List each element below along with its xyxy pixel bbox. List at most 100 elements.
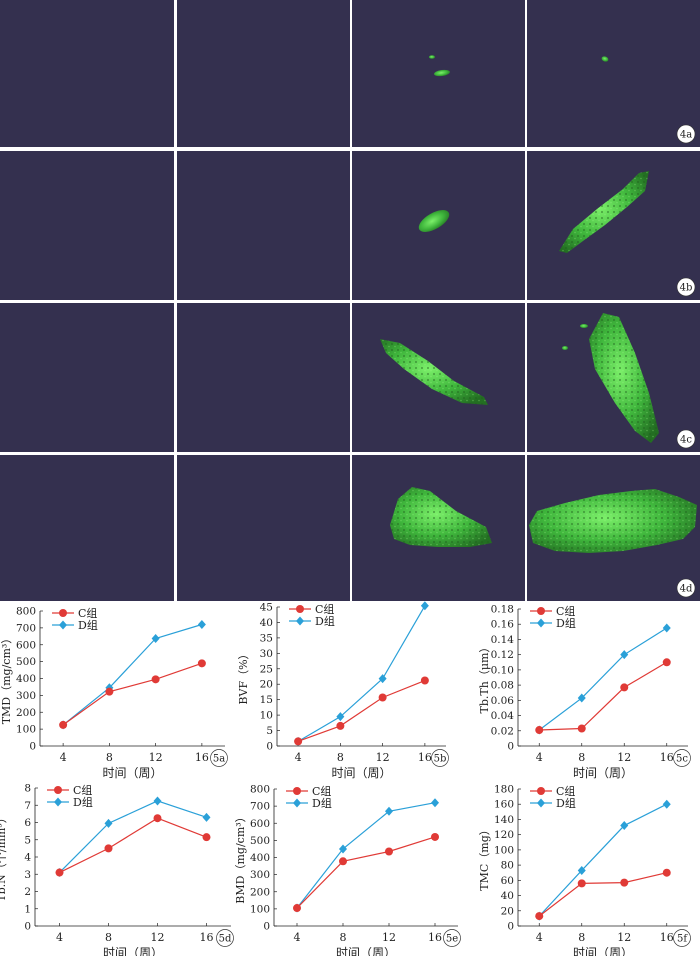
y-tick-label: 0.04 <box>491 710 515 722</box>
x-tick-label: 16 <box>660 751 674 764</box>
y-tick-label: 0 <box>266 741 273 753</box>
y-tick-label: 0 <box>29 741 36 753</box>
y-tick-label: 40 <box>501 890 514 902</box>
y-tick-label: 5 <box>24 834 31 846</box>
panel-badge-label: 4c <box>680 435 692 446</box>
y-tick-label: 180 <box>494 784 514 796</box>
y-tick-label: 300 <box>16 690 36 702</box>
y-tick-label: 25 <box>260 663 273 675</box>
chart-badge-label: 5b <box>434 754 447 765</box>
chart-5a: 0 100 200 300 400 500 600 700 800 4 8 12 16 时间（周） TMD（… <box>0 606 228 780</box>
ct-panel-4a-2 <box>177 0 350 147</box>
x-axis-label: 时间（周） <box>573 766 633 780</box>
x-tick-label: 4 <box>295 751 302 764</box>
legend-label: D组 <box>312 796 332 810</box>
y-tick-label: 8 <box>24 783 31 795</box>
x-tick-label: 4 <box>536 751 543 764</box>
legend-marker-d <box>537 618 545 628</box>
y-tick-label: 600 <box>250 818 270 830</box>
legend-marker-c <box>54 786 62 794</box>
ct-panel-4b-3 <box>352 151 525 300</box>
y-tick-label: 100 <box>250 903 270 915</box>
y-tick-label: 400 <box>16 673 36 685</box>
x-tick-label: 16 <box>195 751 209 764</box>
y-tick-label: 2 <box>24 886 31 898</box>
bone-sample-shape <box>562 346 568 350</box>
legend-label: D组 <box>315 614 335 628</box>
data-point-c <box>104 844 113 853</box>
data-point-c <box>535 726 544 735</box>
chart-badge <box>210 749 228 767</box>
ct-panel-4d-2 <box>177 455 350 601</box>
series-line-d <box>62 623 203 726</box>
legend-label: D组 <box>73 795 93 809</box>
y-tick-label: 0.10 <box>491 664 514 676</box>
y-tick-label: 35 <box>260 632 273 644</box>
chart-5e: 0 100 200 300 400 500 600 700 800 4 8 12 16 时间（周） BMD（… <box>234 784 461 956</box>
x-tick-label: 12 <box>376 751 390 764</box>
data-point-d <box>431 798 439 808</box>
y-tick-label: 200 <box>250 886 270 898</box>
y-tick-label: 500 <box>16 656 36 668</box>
y-axis-label: BMD（mg/cm³） <box>234 811 247 903</box>
bone-sample-shape <box>434 69 450 77</box>
chart-badge-label: 5c <box>676 754 688 765</box>
y-axis-label: BVF（%） <box>237 648 250 704</box>
x-tick-label: 16 <box>428 931 442 944</box>
series-line-d <box>538 627 668 731</box>
y-tick-label: 5 <box>266 725 273 737</box>
y-tick-label: 0.06 <box>491 695 515 707</box>
data-point-d <box>339 844 347 854</box>
x-tick-label: 12 <box>617 931 631 944</box>
data-point-c <box>293 904 301 913</box>
data-point-d <box>153 796 162 806</box>
data-point-c <box>378 693 387 702</box>
data-point-c <box>105 687 114 696</box>
y-tick-label: 700 <box>250 801 270 813</box>
y-tick-label: 600 <box>16 639 36 651</box>
y-tick-label: 0 <box>507 921 514 933</box>
series-line-c <box>538 872 667 917</box>
data-point-d <box>620 821 629 831</box>
y-tick-label: 200 <box>16 707 36 719</box>
chart-badge-label: 5e <box>446 934 458 945</box>
legend-marker-c <box>59 609 67 617</box>
data-point-c <box>535 912 544 921</box>
y-tick-label: 160 <box>494 799 514 811</box>
y-tick-label: 10 <box>260 710 273 722</box>
x-tick-label: 8 <box>578 751 585 764</box>
x-tick-label: 16 <box>660 931 674 944</box>
x-tick-label: 8 <box>105 931 112 944</box>
data-point-c <box>420 676 429 685</box>
x-tick-label: 12 <box>382 931 396 944</box>
y-tick-label: 0.18 <box>491 604 514 616</box>
y-tick-label: 1 <box>24 903 31 915</box>
x-axis-label: 时间（周） <box>103 946 163 956</box>
legend-label: C组 <box>315 602 334 616</box>
panel-badge <box>676 124 696 144</box>
legend-label: C组 <box>73 783 92 797</box>
chart-badge <box>673 929 691 947</box>
ct-panel-4d-4: 4d <box>527 455 700 601</box>
y-tick-label: 0 <box>507 741 514 753</box>
legend-marker-d <box>54 797 62 807</box>
series-line-c <box>539 661 668 731</box>
data-point-d <box>420 601 429 611</box>
ct-panel-4a-4: 4a <box>527 0 700 147</box>
data-point-c <box>202 833 211 842</box>
x-axis-label: 时间（周） <box>573 946 633 956</box>
y-tick-label: 0.12 <box>491 649 514 661</box>
data-point-c <box>620 683 629 692</box>
legend-label: D组 <box>556 796 576 810</box>
ct-panel-4c-2 <box>177 303 350 452</box>
panel-badge <box>676 578 696 598</box>
ct-panel-4c-4: 4c <box>527 303 700 452</box>
y-tick-label: 100 <box>16 724 36 736</box>
data-point-c <box>197 659 206 668</box>
x-tick-label: 16 <box>418 751 432 764</box>
micro-ct-grid: 4a 4b 4c 4d <box>0 0 700 601</box>
